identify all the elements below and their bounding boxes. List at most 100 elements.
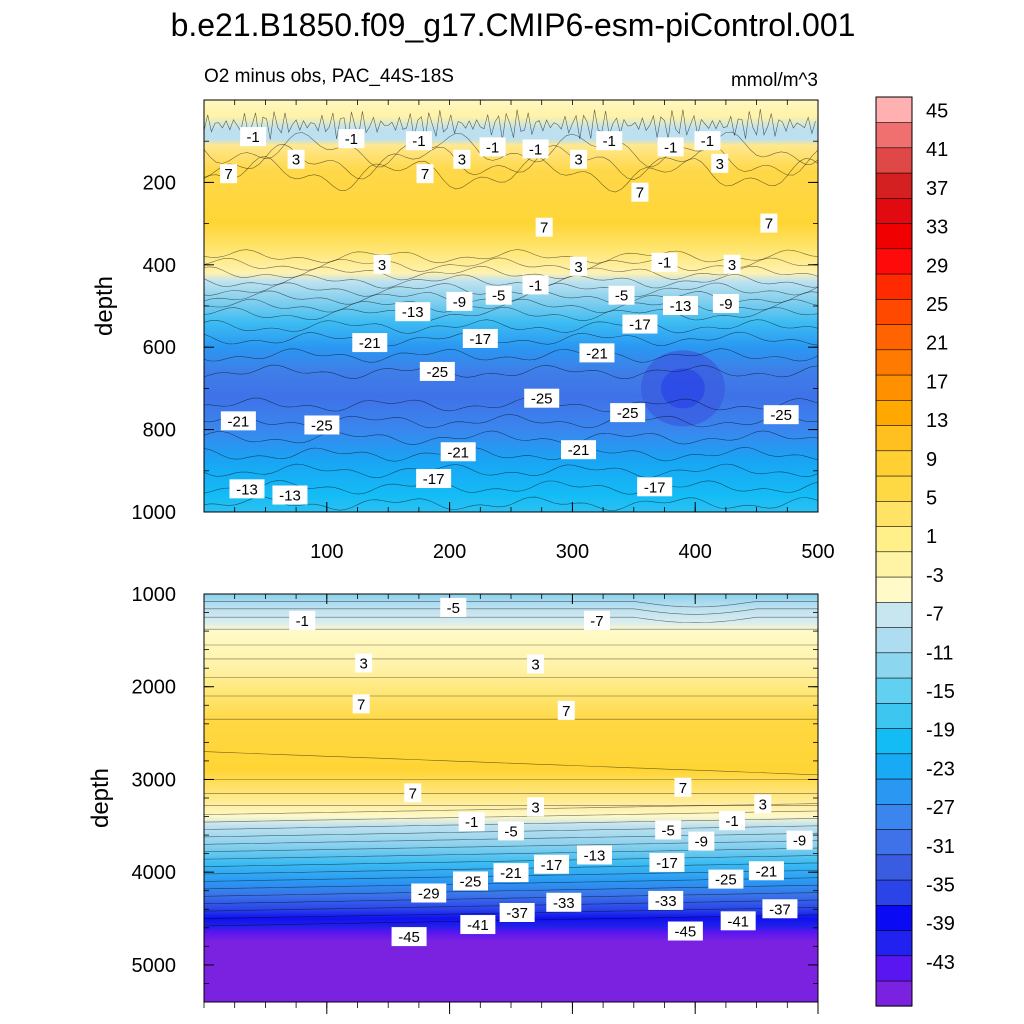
colorbar-tick-label: -35 [926, 875, 955, 897]
lower-contour-label-text: -5 [662, 822, 675, 839]
upper-contour-line [203, 265, 819, 281]
upper-contour-label-bg [287, 149, 305, 169]
upper-contour-label-text: -5 [492, 288, 505, 305]
upper-contour-label-text: -1 [345, 131, 358, 148]
lower-contour-label: -13 [577, 845, 613, 865]
colorbar-cell [875, 677, 913, 704]
upper-contour-line-top [203, 108, 816, 141]
lower-contour-label-text: 3 [759, 796, 767, 813]
lower-contour-label: -5 [440, 597, 467, 617]
lower-contour-label: -29 [411, 883, 447, 903]
upper-contour-label-text: -1 [529, 277, 542, 294]
lower-contour-label-bg [352, 694, 370, 714]
upper-contour-label-text: -13 [236, 481, 258, 498]
upper-contour-label-text: 3 [728, 257, 736, 274]
lower-contour-label-bg [499, 902, 535, 922]
colorbar-cell [875, 475, 913, 502]
lower-contour-label-bg [708, 869, 744, 889]
colorbar-cell [875, 298, 913, 325]
upper-ylabel: depth [91, 276, 118, 336]
upper-contour-label-text: -1 [246, 129, 259, 146]
upper-contour-label-text: -25 [617, 405, 639, 422]
upper-contour-line [203, 331, 819, 347]
upper-contour-label-bg [570, 256, 588, 276]
colorbar-cell [875, 702, 913, 729]
upper-xtick-label: 500 [801, 541, 834, 563]
colorbar-cell [875, 349, 913, 376]
lower-contour-label-bg [460, 915, 496, 935]
upper-contour-label-text: -21 [228, 413, 250, 430]
colorbar-tick-label: 1 [926, 526, 937, 548]
lower-ytick-label: 5000 [132, 955, 177, 977]
lower-contour-line [203, 847, 819, 860]
upper-contour-label-text: 3 [716, 156, 724, 173]
upper-contour-label-bg [220, 164, 238, 184]
colorbar-tick-label: 41 [926, 139, 948, 161]
colorbar-cell [875, 96, 913, 123]
upper-contour-label-text: -25 [531, 391, 553, 408]
colorbar-cell [875, 399, 913, 426]
colorbar-cell [875, 172, 913, 199]
upper-contour-label-text: -13 [279, 488, 301, 505]
lower-contour-label: 7 [557, 700, 575, 720]
upper-contour-label-bg [524, 388, 560, 408]
upper-contour-label: 7 [631, 182, 649, 202]
upper-contour-label-text: 3 [574, 152, 582, 169]
lower-contour-label-text: 7 [409, 785, 417, 802]
upper-contour-label-bg [240, 127, 267, 147]
lower-contour-label-text: -37 [506, 905, 528, 922]
colorbar-tick-label: 33 [926, 217, 948, 239]
upper-contour-label: -25 [763, 405, 799, 425]
lower-contour-line [203, 803, 819, 815]
lower-contour-label: -7 [583, 610, 610, 630]
upper-contour-label-bg [220, 411, 256, 431]
colorbar-tick-label: 25 [926, 294, 948, 316]
lower-contour-label: -25 [708, 869, 744, 889]
lower-contour-label: 7 [404, 783, 422, 803]
lower-contour-label-bg [649, 852, 685, 872]
upper-contour-label-text: -21 [568, 442, 590, 459]
upper-contour-label-bg [419, 361, 455, 381]
colorbar-cell [875, 652, 913, 679]
lower-field [204, 594, 818, 1002]
upper-contour-label-text: -17 [469, 331, 491, 348]
lower-contour-label-bg [498, 821, 524, 841]
upper-contour-label: 3 [723, 254, 741, 274]
colorbar-tick-label: -3 [926, 565, 944, 587]
lower-contour-label-bg [655, 820, 682, 840]
upper-contour-label: -25 [419, 361, 455, 381]
lower-contour-label-bg [748, 861, 784, 881]
colorbar-cell [875, 197, 913, 224]
upper-contour-label-bg [416, 469, 452, 489]
upper-contour-line [203, 364, 819, 380]
upper-ytick-label: 800 [143, 420, 176, 442]
colorbar: 45 41 37 33 29 25 21 17 13 9 5 1 -3 -7 -11 -15 -19 -23 -27… [875, 96, 955, 1007]
lower-contour-label-text: -33 [655, 893, 677, 910]
upper-contour-label: -1 [479, 137, 506, 157]
lower-contour-label-bg [583, 610, 610, 630]
upper-minimum-core [660, 368, 705, 409]
upper-contour-label: -13 [395, 302, 431, 322]
upper-contour-label-text: 7 [636, 185, 644, 202]
upper-xtick-label: 300 [556, 541, 589, 563]
upper-contour-line [203, 274, 819, 289]
lower-ytick-label: 3000 [132, 769, 177, 791]
lower-contour-label: -9 [688, 831, 715, 851]
upper-contour-label-bg [338, 129, 365, 149]
lower-contour-label-text: -17 [541, 857, 563, 874]
lower-contour-label: -17 [649, 852, 685, 872]
upper-contour-line [203, 446, 819, 462]
lower-contour-label: -25 [452, 871, 488, 891]
upper-ytick-label: 1000 [132, 502, 177, 524]
upper-contour-label: -1 [338, 129, 365, 149]
upper-panel-left-label: O2 minus obs, PAC_44S-18S [204, 66, 454, 87]
colorbar-tick-label: 17 [926, 371, 948, 393]
lower-contour-label-text: -21 [500, 865, 522, 882]
upper-contour-label-bg [373, 254, 391, 274]
upper-contour-label-bg [622, 314, 658, 334]
lower-contour-label-text: -17 [656, 855, 678, 872]
upper-contour-label: 3 [373, 254, 391, 274]
lower-contour-label-text: -1 [465, 814, 478, 831]
upper-contour-label: -13 [662, 296, 698, 315]
upper-contour-label: -21 [579, 343, 615, 363]
